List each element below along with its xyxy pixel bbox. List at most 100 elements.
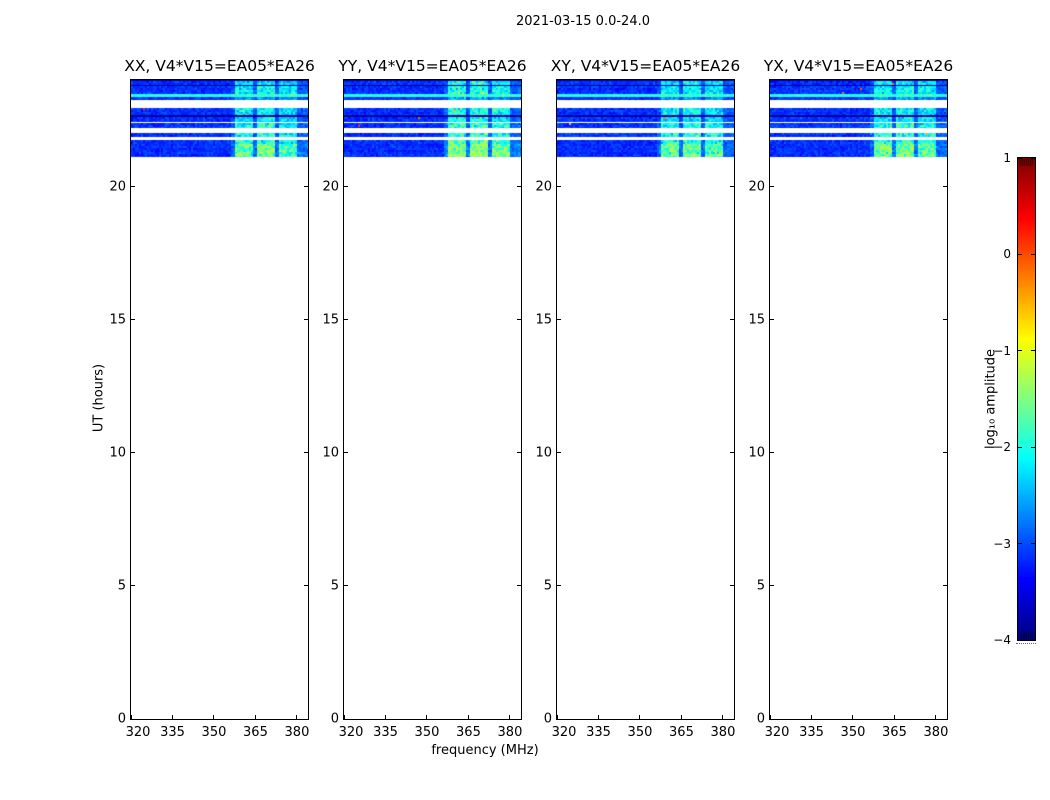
- y-tick-label: 0: [543, 711, 552, 727]
- y-tick-mark: [943, 718, 947, 720]
- x-tick-mark: [509, 715, 511, 719]
- y-tick-label: 10: [322, 445, 339, 461]
- x-tick-label: 335: [160, 725, 185, 740]
- x-tick-label: 380: [284, 725, 310, 740]
- x-tick-mark: [296, 715, 298, 719]
- colorbar: [1017, 157, 1036, 641]
- y-tick-label: 5: [756, 578, 765, 594]
- y-tick-mark: [943, 319, 947, 321]
- panel-yx: YX, V4*V15=EA05*EA26 0 5 10 15 20 320 335 350 36…: [748, 57, 953, 740]
- y-tick-mark: [131, 718, 135, 720]
- y-tick-label: 20: [322, 179, 339, 194]
- colorbar-tick-mark: [1031, 446, 1035, 448]
- x-tick-mark: [680, 715, 682, 719]
- y-tick-mark: [730, 585, 734, 587]
- y-tick-mark: [344, 452, 348, 454]
- y-tick-mark: [131, 452, 135, 454]
- x-tick-mark: [639, 715, 641, 719]
- panel-title: YX, V4*V15=EA05*EA26: [763, 57, 954, 75]
- y-tick-mark: [517, 319, 521, 321]
- x-tick-label: 320: [125, 725, 151, 740]
- y-tick-mark: [730, 186, 734, 187]
- y-tick-label: 15: [535, 312, 552, 328]
- y-tick-mark: [943, 186, 947, 187]
- x-tick-label: 320: [764, 725, 790, 740]
- x-tick-label: 320: [338, 725, 364, 740]
- x-tick-mark: [343, 715, 345, 719]
- colorbar-tick-label: −2: [993, 440, 1011, 455]
- x-tick-mark: [426, 715, 428, 719]
- x-tick-mark: [893, 715, 895, 719]
- colorbar-tick-mark: [1018, 350, 1022, 352]
- panel-xy: XY, V4*V15=EA05*EA26 0 5 10 15 20 320 335 350 36…: [535, 57, 740, 740]
- colorbar-tick-mark: [1031, 253, 1035, 255]
- y-tick-mark: [517, 718, 521, 720]
- y-tick-label: 10: [748, 445, 765, 461]
- colorbar-tick-mark: [1018, 543, 1022, 545]
- colorbar-tick-mark: [1018, 446, 1022, 448]
- spectrogram-canvas-yx: [770, 80, 947, 719]
- y-tick-mark: [131, 186, 135, 187]
- y-tick-mark: [344, 718, 348, 720]
- x-tick-mark: [384, 715, 386, 719]
- x-tick-label: 365: [669, 725, 694, 740]
- colorbar-extend-marks: [1016, 643, 1036, 644]
- x-tick-label: 320: [551, 725, 577, 740]
- x-tick-mark: [556, 715, 558, 719]
- x-tick-label: 380: [710, 725, 736, 740]
- colorbar-tick-label: −4: [993, 633, 1011, 647]
- y-tick-label: 20: [535, 179, 552, 194]
- x-tick-mark: [935, 715, 937, 719]
- colorbar-tick-label: 1: [1003, 151, 1011, 165]
- spectrogram-canvas-yy: [344, 80, 521, 719]
- y-tick-mark: [943, 452, 947, 454]
- y-axis-label: UT (hours): [91, 363, 107, 433]
- y-tick-label: 20: [109, 179, 126, 194]
- x-tick-label: 365: [456, 725, 481, 740]
- y-tick-mark: [770, 186, 774, 187]
- x-tick-label: 350: [201, 725, 227, 740]
- x-tick-label: 365: [882, 725, 907, 740]
- panel-yy: YY, V4*V15=EA05*EA26 0 5 10 15 20 320 335 350 36…: [322, 57, 526, 740]
- colorbar-tick-label: −1: [993, 343, 1011, 358]
- y-tick-mark: [770, 585, 774, 587]
- y-tick-mark: [730, 718, 734, 720]
- y-tick-mark: [557, 319, 561, 321]
- spectrogram-canvas-xx: [131, 80, 308, 719]
- colorbar-tick-mark: [1031, 639, 1035, 641]
- panel-title: XY, V4*V15=EA05*EA26: [550, 57, 741, 75]
- y-tick-mark: [344, 585, 348, 587]
- x-tick-label: 335: [586, 725, 611, 740]
- y-tick-label: 15: [109, 312, 126, 328]
- y-tick-mark: [304, 585, 308, 587]
- y-tick-mark: [770, 319, 774, 321]
- panel-title: YY, V4*V15=EA05*EA26: [338, 57, 527, 75]
- y-tick-label: 10: [109, 445, 126, 461]
- y-tick-mark: [131, 319, 135, 321]
- figure-title: 2021-03-15 0.0-24.0: [516, 14, 650, 29]
- x-tick-label: 350: [627, 725, 653, 740]
- x-tick-mark: [213, 715, 215, 719]
- y-tick-label: 0: [756, 711, 765, 727]
- x-tick-mark: [852, 715, 854, 719]
- x-tick-mark: [130, 715, 132, 719]
- x-tick-label: 350: [840, 725, 866, 740]
- y-tick-label: 15: [748, 312, 765, 328]
- panel-xx: XX, V4*V15=EA05*EA26 0 5 10 15 20 320 335 350 36…: [109, 57, 314, 740]
- x-tick-label: 380: [497, 725, 523, 740]
- y-tick-mark: [730, 452, 734, 454]
- colorbar-tick-mark: [1031, 543, 1035, 545]
- x-tick-mark: [769, 715, 771, 719]
- y-tick-mark: [943, 585, 947, 587]
- y-tick-label: 5: [330, 578, 339, 594]
- y-tick-label: 15: [322, 312, 339, 328]
- y-tick-mark: [557, 585, 561, 587]
- x-tick-mark: [722, 715, 724, 719]
- x-tick-mark: [254, 715, 256, 719]
- y-tick-mark: [304, 718, 308, 720]
- y-tick-mark: [557, 186, 561, 187]
- x-tick-label: 335: [373, 725, 398, 740]
- spectrogram-canvas-xy: [557, 80, 734, 719]
- y-tick-mark: [304, 319, 308, 321]
